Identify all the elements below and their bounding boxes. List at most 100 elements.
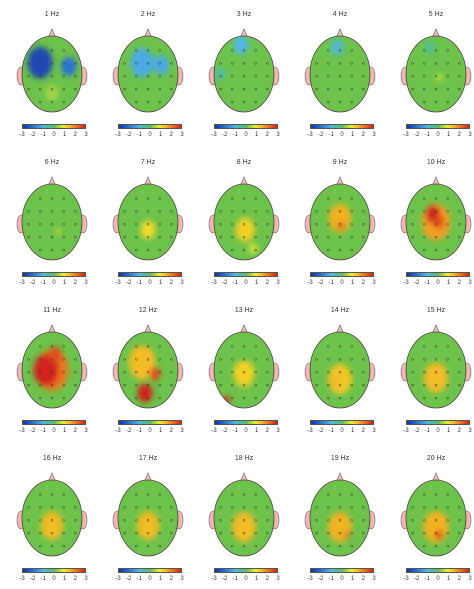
electrode-marker	[231, 75, 234, 78]
electrode-marker	[62, 345, 65, 348]
head-outline	[405, 183, 467, 261]
electrode-marker	[362, 235, 365, 239]
electrode-marker	[446, 383, 449, 387]
electrode-marker	[123, 223, 126, 226]
colorbar-tick-label: -2	[413, 132, 420, 138]
electrode-marker	[158, 493, 161, 496]
head-map	[304, 28, 376, 113]
electrode-marker	[434, 248, 438, 252]
colorbar-tick-label: -3	[403, 280, 409, 286]
activity-spot	[45, 84, 59, 102]
electrode-marker	[62, 519, 65, 522]
electrode-marker	[158, 248, 161, 252]
electrode-marker	[27, 506, 30, 509]
electrode-marker	[327, 197, 330, 200]
electrode-marker	[50, 371, 54, 374]
topomap-panel: 14 Hz -3 -2 -1 0 1 2 3	[302, 306, 392, 446]
electrode-marker	[135, 197, 138, 200]
electrode-marker	[254, 87, 257, 91]
electrode-marker	[315, 223, 318, 226]
colorbar-tick-label: 0	[244, 280, 248, 286]
electrode-marker	[411, 371, 414, 374]
electrode-marker	[219, 62, 222, 65]
electrode-marker	[39, 87, 42, 91]
panel-title: 9 Hz	[332, 159, 348, 166]
electrode-marker	[350, 248, 353, 252]
electrode-marker	[458, 383, 461, 387]
head-outline	[117, 479, 179, 557]
panel-title: 10 Hz	[426, 159, 446, 166]
electrode-marker	[146, 49, 150, 52]
activity-spot	[233, 360, 255, 388]
electrode-marker	[327, 100, 330, 104]
electrode-marker	[350, 100, 353, 104]
electrode-marker	[362, 87, 365, 91]
electrode-marker	[327, 49, 330, 52]
electrode-marker	[327, 383, 330, 387]
electrode-marker	[434, 371, 438, 374]
electrode-marker	[50, 345, 54, 348]
electrode-marker	[254, 100, 257, 104]
electrode-marker	[434, 62, 438, 65]
electrode-marker	[123, 210, 126, 213]
electrode-marker	[50, 62, 54, 65]
electrode-marker	[50, 75, 54, 78]
topomap-panel: 17 Hz -3 -2 -1 0 1 2 3	[110, 454, 200, 589]
head-map	[304, 176, 376, 261]
electrode-marker	[123, 358, 126, 361]
colorbar-tick-label: 3	[84, 280, 88, 286]
electrode-marker	[146, 544, 150, 548]
electrode-marker	[254, 493, 257, 496]
electrode-marker	[350, 358, 353, 361]
colorbar-tick-label: 1	[350, 428, 355, 434]
head-baseline-fill	[214, 36, 274, 112]
electrode-marker	[242, 396, 246, 400]
colorbar-tick-label: 1	[446, 280, 451, 286]
head-outline	[309, 479, 371, 557]
electrode-marker	[219, 531, 222, 535]
electrode-marker	[362, 75, 365, 78]
electrode-marker	[62, 197, 65, 200]
head-outline	[21, 479, 83, 557]
colorbar-tick-label: -1	[424, 280, 430, 286]
electrode-marker	[434, 100, 438, 104]
electrode-marker	[411, 75, 414, 78]
colorbar	[310, 124, 374, 129]
electrode-marker	[423, 358, 426, 361]
electrode-marker	[62, 49, 65, 52]
electrode-marker	[231, 100, 234, 104]
electrode-marker	[74, 235, 77, 239]
colorbar-tick-label: 2	[457, 428, 461, 434]
colorbar	[22, 124, 86, 129]
head-map	[208, 472, 280, 557]
activity-spot	[424, 362, 448, 393]
colorbar-tick-label: -1	[232, 132, 238, 138]
electrode-marker	[266, 506, 269, 509]
electrode-marker	[27, 87, 30, 91]
electrode-marker	[135, 506, 138, 509]
electrode-marker	[254, 248, 257, 252]
electrode-marker	[242, 223, 246, 226]
head-map	[208, 324, 280, 409]
colorbar-tick-label: -2	[125, 576, 132, 582]
activity-spot	[423, 511, 449, 544]
electrode-marker	[446, 210, 449, 213]
head-outline	[213, 183, 275, 261]
head-outline	[21, 183, 83, 261]
topomap-panel: 6 Hz -3 -2 -1 0 1 2 3	[14, 158, 104, 298]
electrode-marker	[158, 506, 161, 509]
electrode-marker	[27, 531, 30, 535]
colorbar-tick-label: 3	[180, 132, 184, 138]
electrode-marker	[219, 75, 222, 78]
topomap-panel: 7 Hz -3 -2 -1 0 1 2 3	[110, 158, 200, 298]
electrode-marker	[434, 519, 438, 522]
panel-title: 6 Hz	[44, 159, 60, 166]
electrode-marker	[123, 383, 126, 387]
colorbar-tick-label: -1	[40, 280, 46, 286]
colorbar-tick-label: -3	[211, 428, 217, 434]
topomap-panel: 20 Hz -3 -2 -1 0 1 2 3	[398, 454, 474, 589]
electrode-marker	[62, 531, 65, 535]
head-outline	[21, 35, 83, 113]
colorbar-tick-label: 3	[84, 576, 88, 582]
colorbar	[406, 124, 470, 129]
